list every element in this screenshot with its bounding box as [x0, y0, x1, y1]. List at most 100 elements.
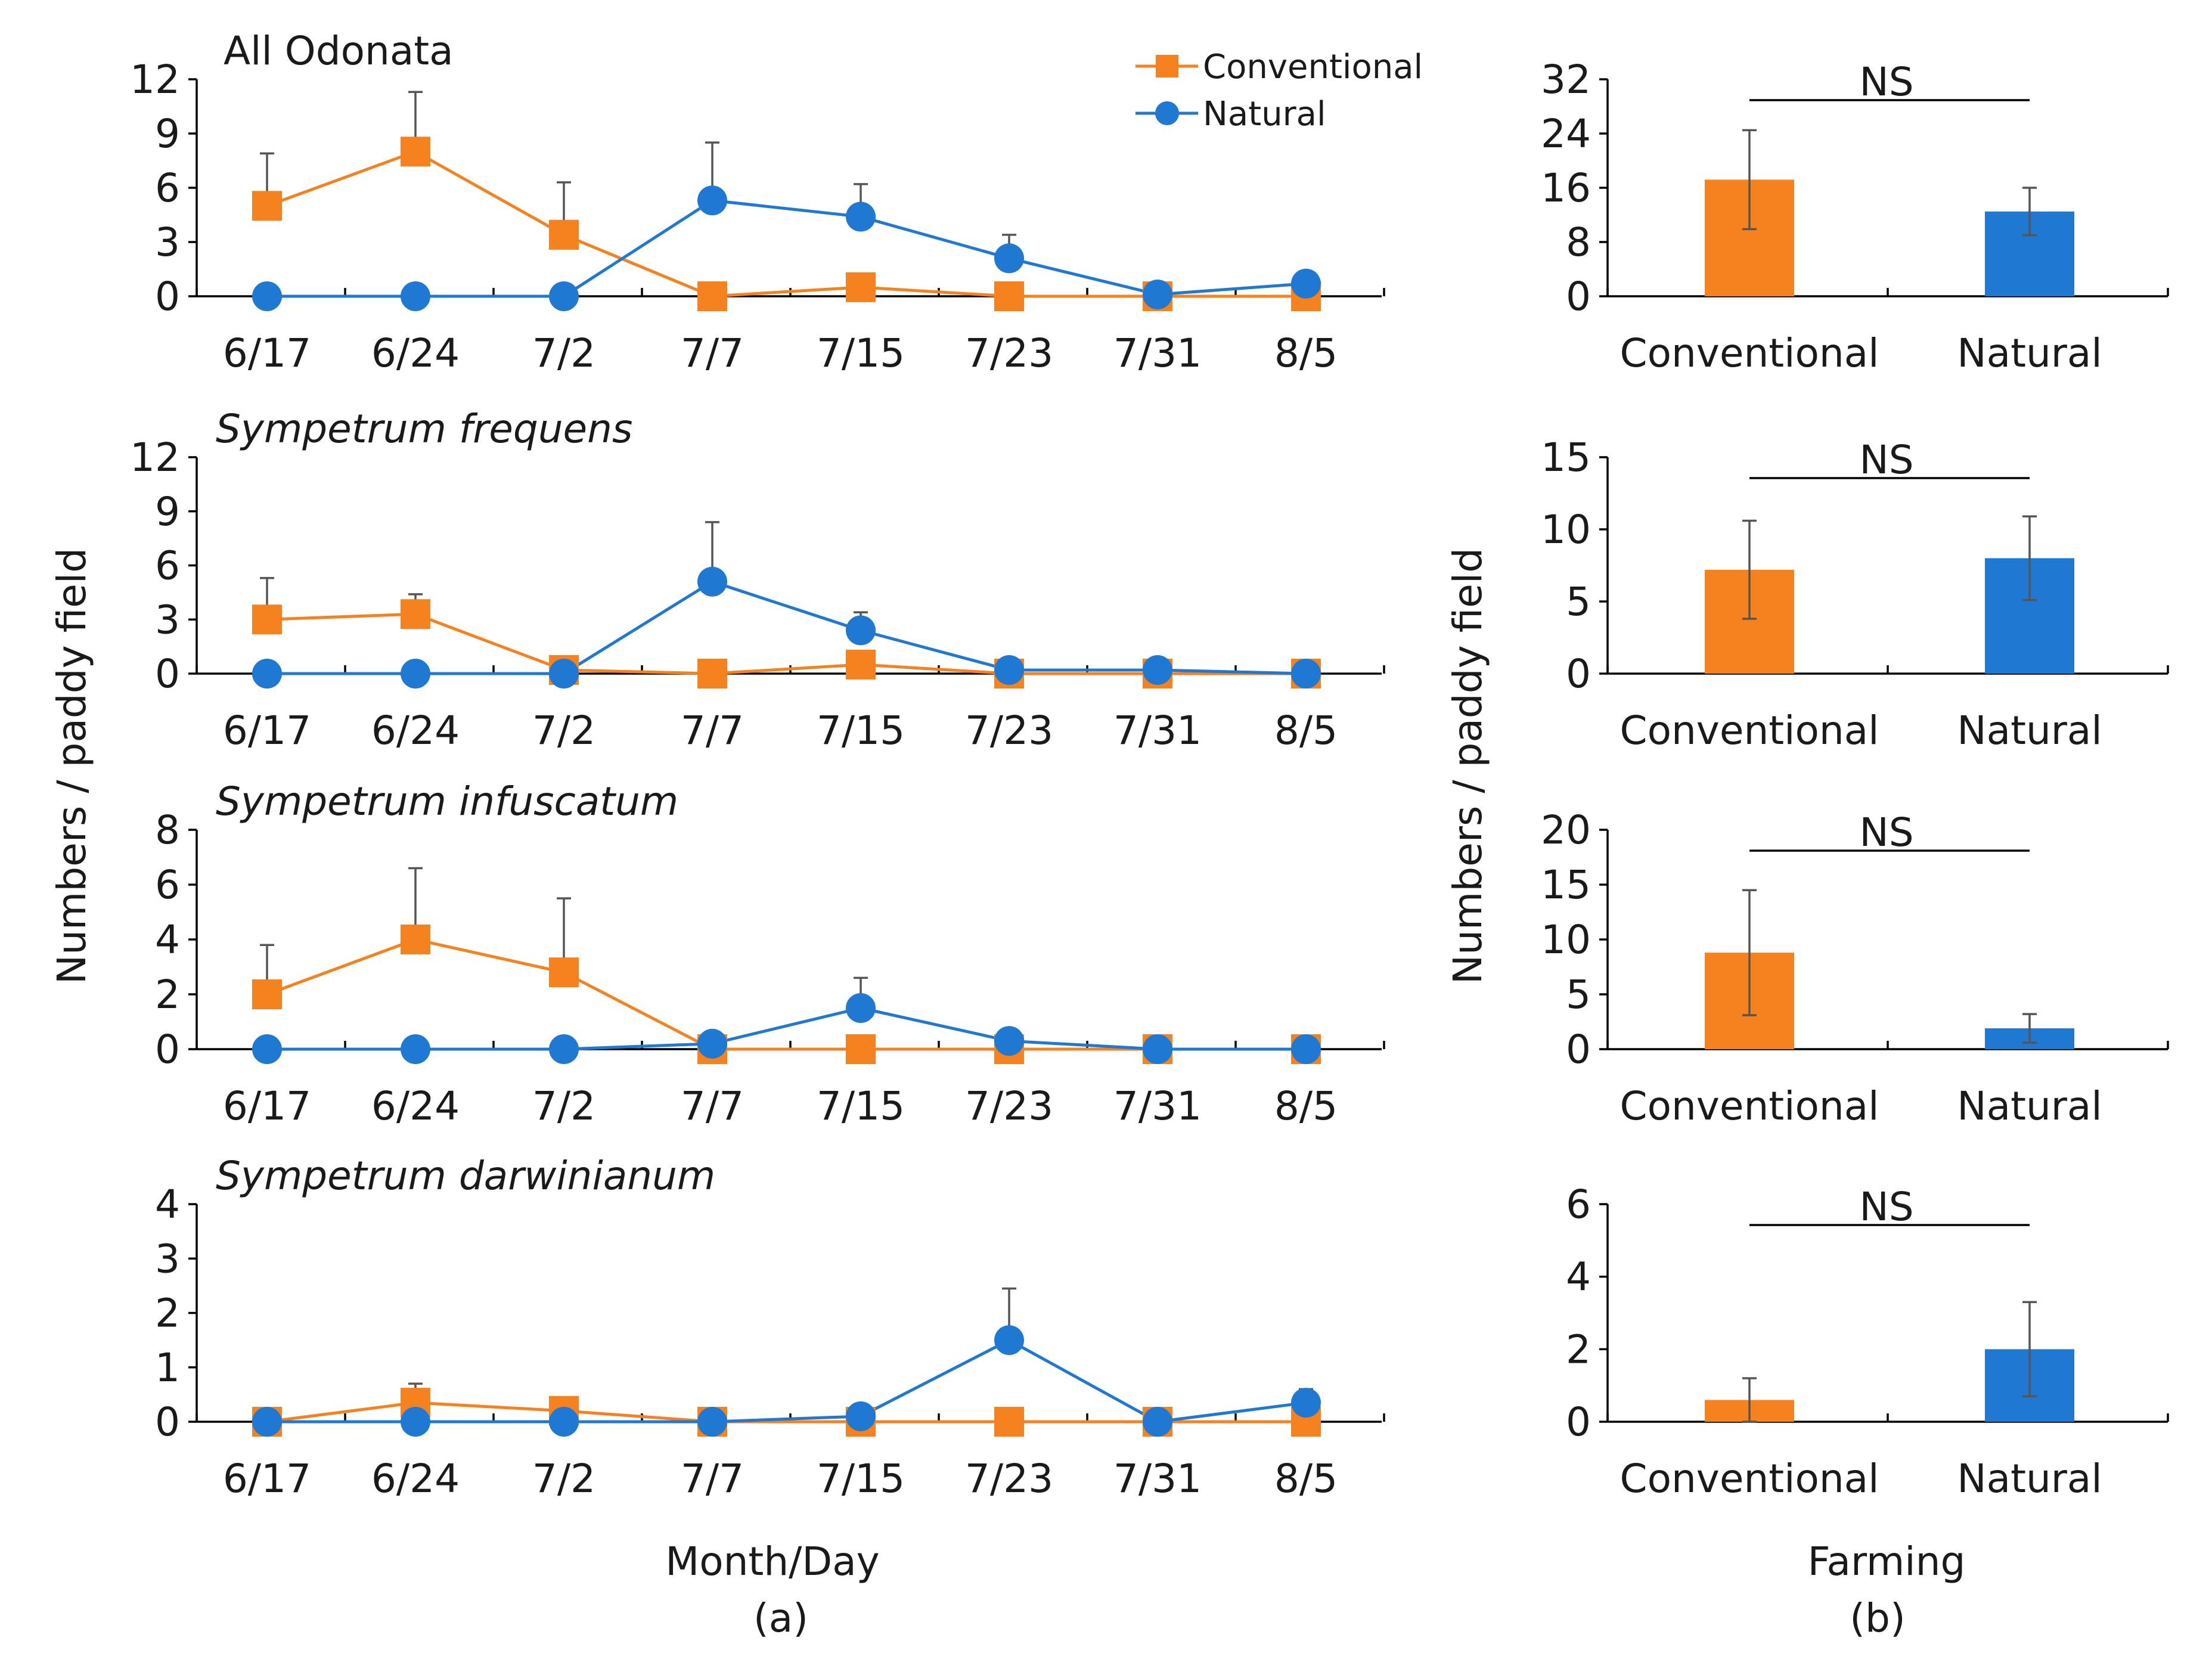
x-axis-title-panel-a: Month/Day [665, 1539, 879, 1584]
x-tick-label: 6/17 [223, 708, 311, 753]
significance-label: NS [1859, 810, 1913, 855]
data-point-conventional [846, 649, 876, 680]
data-point-natural [994, 1026, 1024, 1056]
legend: Conventional Natural [1136, 48, 1423, 134]
x-tick-label: 7/31 [1113, 708, 1202, 753]
legend-natural-label: Natural [1203, 95, 1326, 134]
y-tick-label: 1 [155, 1345, 180, 1391]
x-tick-label: 7/2 [532, 1083, 595, 1129]
panel-a-label: (a) [753, 1595, 808, 1641]
line-chart-4: 0 1 2 3 4 6/17 6/24 7/2 7/7 7/15 7/23 7/31 8/5 Sympet… [155, 1153, 1385, 1502]
y-tick-label: 12 [130, 435, 180, 480]
x-tick-label: 7/7 [681, 708, 744, 753]
x-tick-label: 7/2 [532, 330, 595, 376]
series-line-conventional [266, 150, 1306, 298]
x-tick-label: 6/24 [371, 1083, 460, 1129]
data-point-natural [401, 659, 430, 689]
y-tick-label: 3 [155, 597, 180, 643]
y-tick-label: 32 [1541, 57, 1591, 103]
data-point-natural [252, 281, 282, 311]
y-tick-label: 3 [155, 1236, 180, 1282]
x-tick-label: 7/23 [965, 708, 1053, 753]
y-tick-label: 0 [155, 1399, 180, 1445]
significance-label: NS [1859, 1184, 1913, 1230]
y-tick-label: 24 [1541, 111, 1591, 157]
y-tick-label: 6 [155, 862, 180, 908]
bar-chart-4: 0 2 4 6 Conventional Natural NS [1566, 1182, 2169, 1502]
data-point-natural [549, 1034, 579, 1064]
x-tick-label: 7/15 [817, 708, 905, 753]
data-point-conventional [994, 1407, 1024, 1437]
series-line-natural [267, 199, 1307, 298]
data-point-natural [1291, 268, 1321, 299]
data-point-natural [252, 1407, 282, 1437]
y-axis-title-panel-b: Numbers / paddy field [1445, 548, 1491, 984]
x-tick-label: 7/23 [965, 1456, 1053, 1502]
x-tick-label: Conventional [1620, 708, 1879, 753]
y-axis-title-panel-a: Numbers / paddy field [49, 548, 95, 984]
data-point-natural [994, 655, 1024, 685]
x-tick-label: 7/23 [965, 1083, 1053, 1129]
y-tick-label: 0 [155, 651, 180, 697]
x-tick-label: 6/17 [223, 1456, 311, 1502]
y-tick-label: 15 [1541, 862, 1591, 908]
y-tick-label: 6 [155, 165, 180, 211]
x-tick-label: 7/23 [965, 330, 1053, 376]
x-tick-label: 8/5 [1274, 330, 1338, 376]
line-chart-3: 0 2 4 6 8 6/17 6/24 7/2 7/7 7/15 7/23 7/31 8/5 Sympet… [155, 779, 1385, 1129]
x-tick-label: 7/31 [1113, 1456, 1202, 1502]
data-point-natural [846, 201, 876, 232]
x-tick-label: 7/2 [532, 708, 595, 753]
legend-conventional-marker [1156, 55, 1178, 77]
y-tick-label: 0 [1566, 1399, 1591, 1445]
data-point-natural [697, 1407, 727, 1437]
y-tick-label: 9 [155, 111, 180, 157]
data-point-natural [1143, 1034, 1172, 1064]
chart-title: Sympetrum darwinianum [216, 1153, 715, 1199]
data-point-conventional [252, 191, 282, 221]
y-tick-label: 0 [155, 1027, 180, 1072]
chart-title: Sympetrum infuscatum [216, 779, 678, 824]
bar-chart-1: 0 8 16 24 32 Conventional Natural NS [1541, 57, 2169, 376]
data-point-natural [401, 1407, 430, 1437]
x-tick-label: Conventional [1620, 1083, 1879, 1129]
panel-b-label: (b) [1850, 1595, 1905, 1641]
y-tick-label: 6 [155, 543, 180, 589]
data-point-conventional [697, 659, 727, 689]
data-point-conventional [846, 272, 876, 302]
y-tick-label: 10 [1541, 917, 1591, 963]
y-tick-label: 9 [155, 489, 180, 535]
x-tick-label: Natural [1957, 1456, 2102, 1502]
y-tick-label: 0 [155, 274, 180, 320]
data-point-natural [1291, 659, 1321, 689]
x-tick-label: 6/24 [371, 1456, 460, 1502]
y-tick-label: 2 [155, 1291, 180, 1336]
y-tick-label: 4 [155, 917, 180, 963]
x-tick-label: 7/15 [817, 330, 905, 376]
chart-title: All Odonata [224, 28, 454, 74]
data-point-conventional [994, 281, 1024, 311]
data-point-conventional [252, 604, 282, 635]
line-chart-2: 0 3 6 9 12 6/17 6/24 7/2 7/7 7/15 7/23 7/31 8/5 Sympe… [130, 406, 1385, 753]
series-line-natural [267, 1338, 1307, 1424]
x-tick-label: 6/17 [223, 330, 311, 376]
bar-chart-2: 0 5 10 15 Conventional Natural NS [1541, 435, 2169, 753]
data-point-natural [697, 1028, 727, 1059]
x-axis-title-panel-b: Farming [1808, 1539, 1966, 1584]
y-tick-label: 0 [1566, 651, 1591, 697]
y-tick-label: 10 [1541, 507, 1591, 553]
data-point-natural [401, 281, 430, 311]
y-tick-label: 2 [1566, 1326, 1591, 1372]
data-point-natural [994, 243, 1024, 274]
series-line-natural [267, 579, 1307, 675]
data-point-natural [1143, 1407, 1172, 1437]
x-tick-label: Conventional [1620, 330, 1879, 376]
data-point-conventional [549, 219, 579, 250]
y-tick-label: 2 [155, 972, 180, 1018]
x-tick-label: 8/5 [1274, 1456, 1338, 1502]
x-tick-label: 7/31 [1113, 1083, 1202, 1129]
x-tick-label: 8/5 [1274, 708, 1338, 753]
y-tick-label: 12 [130, 57, 180, 103]
data-point-conventional [401, 137, 430, 167]
chart-title: Sympetrum frequens [216, 406, 632, 452]
